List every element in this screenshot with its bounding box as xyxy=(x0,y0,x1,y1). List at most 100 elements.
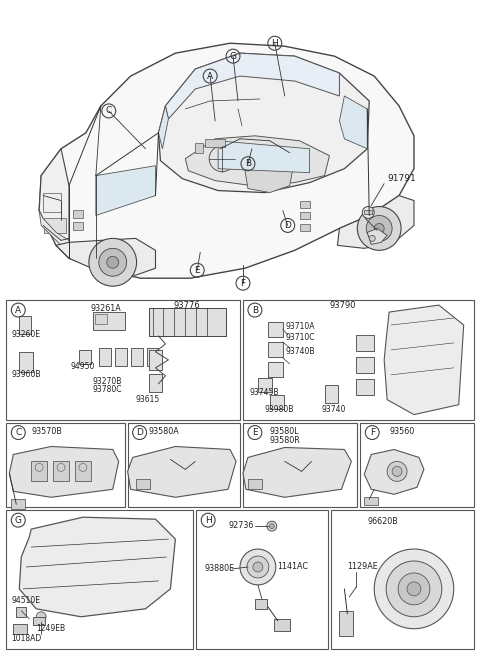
Bar xyxy=(128,422,240,507)
Text: 93790: 93790 xyxy=(329,301,356,310)
Bar xyxy=(33,617,45,625)
Polygon shape xyxy=(39,210,69,248)
Bar xyxy=(19,352,33,372)
Text: E: E xyxy=(194,266,200,274)
Text: 93560: 93560 xyxy=(389,427,414,436)
Text: H: H xyxy=(205,515,212,525)
Polygon shape xyxy=(384,305,464,415)
Polygon shape xyxy=(337,196,414,248)
Bar xyxy=(300,212,310,219)
Text: 93980B: 93980B xyxy=(265,405,294,414)
Circle shape xyxy=(357,206,401,250)
Bar xyxy=(43,193,61,212)
Text: G: G xyxy=(229,52,237,61)
Text: 93776: 93776 xyxy=(173,301,200,310)
Bar xyxy=(243,300,474,420)
Bar xyxy=(356,357,374,373)
Text: 93615: 93615 xyxy=(136,395,160,404)
Bar xyxy=(115,348,127,366)
Circle shape xyxy=(374,223,384,233)
Text: 93580R: 93580R xyxy=(270,436,300,445)
Text: 93740: 93740 xyxy=(322,405,346,414)
Bar xyxy=(95,314,107,324)
Bar xyxy=(255,599,267,608)
Text: 94510E: 94510E xyxy=(12,596,40,605)
Bar xyxy=(146,348,158,366)
Text: 93710C: 93710C xyxy=(286,333,315,343)
Bar xyxy=(73,210,83,219)
Circle shape xyxy=(369,235,375,241)
Polygon shape xyxy=(158,106,168,149)
Text: 93580A: 93580A xyxy=(148,427,180,436)
Bar xyxy=(148,308,226,336)
Bar xyxy=(16,607,26,617)
Bar xyxy=(195,143,203,153)
Bar xyxy=(148,374,162,392)
Circle shape xyxy=(267,521,277,531)
Bar xyxy=(324,384,338,403)
Circle shape xyxy=(387,461,407,481)
Circle shape xyxy=(240,549,276,585)
Text: 93710A: 93710A xyxy=(286,322,315,331)
Circle shape xyxy=(253,562,263,572)
Text: 1249EB: 1249EB xyxy=(36,624,65,633)
Bar xyxy=(300,225,310,231)
Text: C: C xyxy=(106,106,112,115)
Polygon shape xyxy=(166,53,339,119)
Circle shape xyxy=(398,573,430,605)
Bar xyxy=(31,461,47,481)
Bar xyxy=(148,350,162,370)
Text: F: F xyxy=(240,278,246,288)
Bar xyxy=(99,348,111,366)
Polygon shape xyxy=(243,447,351,497)
Bar xyxy=(268,342,283,357)
Bar xyxy=(300,200,310,208)
Text: D: D xyxy=(136,428,143,437)
Text: 93740B: 93740B xyxy=(286,347,315,356)
Polygon shape xyxy=(39,149,69,258)
Bar xyxy=(53,461,69,481)
Circle shape xyxy=(407,582,421,596)
Bar xyxy=(75,461,91,481)
Polygon shape xyxy=(218,141,310,173)
Circle shape xyxy=(269,523,274,529)
Bar xyxy=(248,479,262,489)
Text: 93780C: 93780C xyxy=(93,385,122,394)
Text: 91791: 91791 xyxy=(387,174,416,183)
Text: 1129AE: 1129AE xyxy=(348,563,378,571)
Bar xyxy=(339,611,353,636)
Text: C: C xyxy=(15,428,22,437)
Text: B: B xyxy=(252,306,258,314)
Polygon shape xyxy=(39,43,414,278)
Bar xyxy=(258,378,272,392)
Bar xyxy=(6,422,125,507)
Bar xyxy=(73,223,83,231)
Polygon shape xyxy=(364,449,424,495)
Text: 93270B: 93270B xyxy=(93,377,122,386)
Text: 93260E: 93260E xyxy=(12,331,40,339)
Bar xyxy=(13,624,27,633)
Circle shape xyxy=(36,612,46,622)
Text: 92736: 92736 xyxy=(228,521,253,530)
Bar xyxy=(243,422,357,507)
Text: 93745B: 93745B xyxy=(250,388,279,397)
Text: 1141AC: 1141AC xyxy=(277,563,308,571)
Polygon shape xyxy=(158,53,369,193)
Polygon shape xyxy=(96,166,156,215)
Polygon shape xyxy=(367,229,387,244)
Bar xyxy=(332,510,474,648)
Circle shape xyxy=(392,466,402,476)
Bar xyxy=(356,335,374,351)
Text: 93261A: 93261A xyxy=(91,303,121,312)
Text: D: D xyxy=(284,221,291,230)
Bar xyxy=(44,219,66,233)
Bar xyxy=(6,300,240,420)
Circle shape xyxy=(89,238,137,286)
Text: F: F xyxy=(370,428,375,437)
Circle shape xyxy=(107,256,119,269)
Bar xyxy=(360,422,474,507)
Bar xyxy=(268,362,283,377)
Polygon shape xyxy=(185,136,329,185)
Bar xyxy=(356,379,374,395)
Bar xyxy=(270,395,284,409)
